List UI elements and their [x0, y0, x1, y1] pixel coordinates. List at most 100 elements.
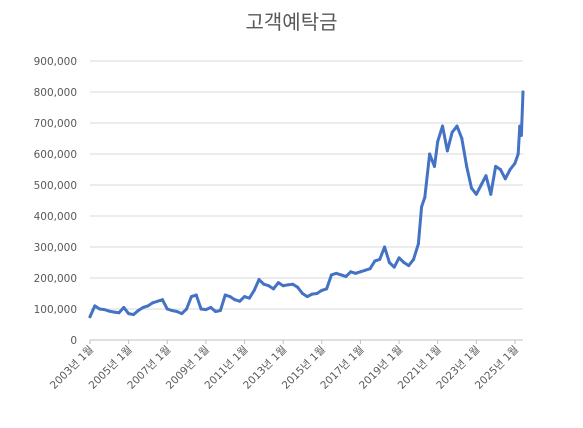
data-point [465, 164, 469, 168]
data-point [420, 205, 424, 209]
data-point [194, 293, 198, 297]
data-point [428, 152, 432, 156]
data-point [479, 183, 483, 187]
data-point [209, 305, 213, 309]
data-point [494, 164, 498, 168]
gridlines [90, 60, 523, 341]
y-tick-label: 300,000 [34, 242, 77, 254]
data-point [378, 257, 382, 261]
data-point [474, 192, 478, 196]
data-point [513, 161, 517, 165]
data-point [397, 256, 401, 260]
data-point [102, 308, 106, 312]
data-point [262, 282, 266, 286]
data-point [349, 270, 353, 274]
data-point [305, 295, 309, 299]
data-point [358, 270, 362, 274]
data-point [286, 283, 290, 287]
data-point [228, 295, 232, 299]
y-tick-label: 800,000 [34, 87, 77, 99]
data-point [146, 304, 150, 308]
y-tick-label: 100,000 [34, 304, 77, 316]
data-point [223, 293, 227, 297]
data-point [122, 305, 126, 309]
data-point [339, 273, 343, 277]
data-point [368, 267, 372, 271]
data-point [460, 137, 464, 140]
data-point [310, 292, 314, 296]
data-point [521, 90, 525, 94]
data-point [402, 261, 406, 264]
y-axis-ticks: 0 100,000 200,000 300,000 400,000 500,000 600,… [34, 56, 77, 347]
data-point [383, 245, 387, 249]
data-point [136, 309, 140, 313]
data-point [257, 278, 261, 282]
data-point [98, 307, 102, 311]
data-point [392, 265, 396, 269]
data-point [325, 287, 329, 291]
data-point [436, 140, 440, 144]
data-point [363, 268, 367, 272]
data-point [252, 288, 256, 292]
data-point [160, 298, 164, 302]
data-point [267, 284, 271, 288]
data-point [93, 304, 97, 308]
data-point [218, 309, 222, 313]
series-line [88, 90, 525, 319]
data-point [315, 292, 319, 295]
data-point [498, 168, 502, 171]
data-point [516, 152, 520, 156]
data-point [185, 307, 189, 311]
y-tick-label: 700,000 [34, 118, 77, 130]
data-point [88, 315, 92, 319]
data-point [334, 271, 338, 275]
data-point [131, 313, 135, 317]
data-point [141, 305, 145, 309]
data-point [243, 295, 247, 299]
data-point [180, 312, 184, 316]
data-point [112, 310, 116, 314]
data-point [107, 309, 111, 313]
chart-title: 고객예탁금 [245, 10, 338, 34]
data-point [329, 273, 333, 277]
data-point [238, 299, 242, 303]
data-point [450, 130, 454, 134]
data-point [455, 124, 459, 128]
data-point [423, 195, 427, 199]
data-point [412, 257, 416, 261]
data-point [296, 285, 300, 289]
y-tick-label: 500,000 [34, 180, 77, 192]
data-point [151, 301, 155, 305]
data-point [199, 307, 203, 311]
data-point [165, 307, 169, 311]
data-point [281, 284, 285, 288]
data-point [432, 164, 436, 168]
data-point [156, 299, 160, 303]
y-tick-label: 600,000 [34, 149, 77, 161]
y-tick-label: 200,000 [34, 273, 77, 285]
y-tick-label: 0 [70, 335, 77, 347]
data-point [445, 149, 449, 153]
data-point [373, 259, 377, 263]
data-point [175, 309, 179, 313]
data-point [519, 133, 523, 137]
data-point [518, 124, 522, 128]
data-point [127, 312, 131, 316]
series-layer [88, 90, 525, 319]
data-point [387, 261, 391, 264]
data-point [300, 292, 304, 295]
data-point [214, 309, 218, 313]
data-point [204, 308, 208, 312]
data-point [489, 192, 493, 196]
data-point [276, 281, 280, 285]
data-point [344, 274, 348, 278]
y-tick-label: 900,000 [34, 56, 77, 68]
data-point [233, 298, 237, 302]
data-point [503, 177, 507, 181]
data-point [170, 309, 174, 313]
data-point [407, 264, 411, 268]
data-point [416, 242, 420, 246]
